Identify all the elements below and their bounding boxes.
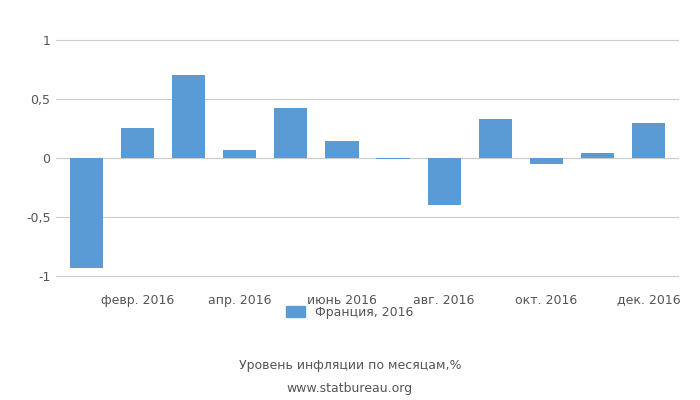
Bar xyxy=(70,158,103,268)
Bar xyxy=(326,142,358,158)
Bar xyxy=(428,158,461,205)
Bar xyxy=(632,122,665,158)
Bar xyxy=(530,158,563,164)
Bar xyxy=(223,150,256,158)
Bar xyxy=(172,75,205,158)
Bar xyxy=(377,158,410,159)
Bar xyxy=(479,119,512,158)
Legend: Франция, 2016: Франция, 2016 xyxy=(281,301,419,324)
Text: Уровень инфляции по месяцам,%: Уровень инфляции по месяцам,% xyxy=(239,360,461,372)
Bar xyxy=(581,153,614,158)
Text: www.statbureau.org: www.statbureau.org xyxy=(287,382,413,395)
Bar xyxy=(274,108,307,158)
Bar xyxy=(121,128,154,158)
